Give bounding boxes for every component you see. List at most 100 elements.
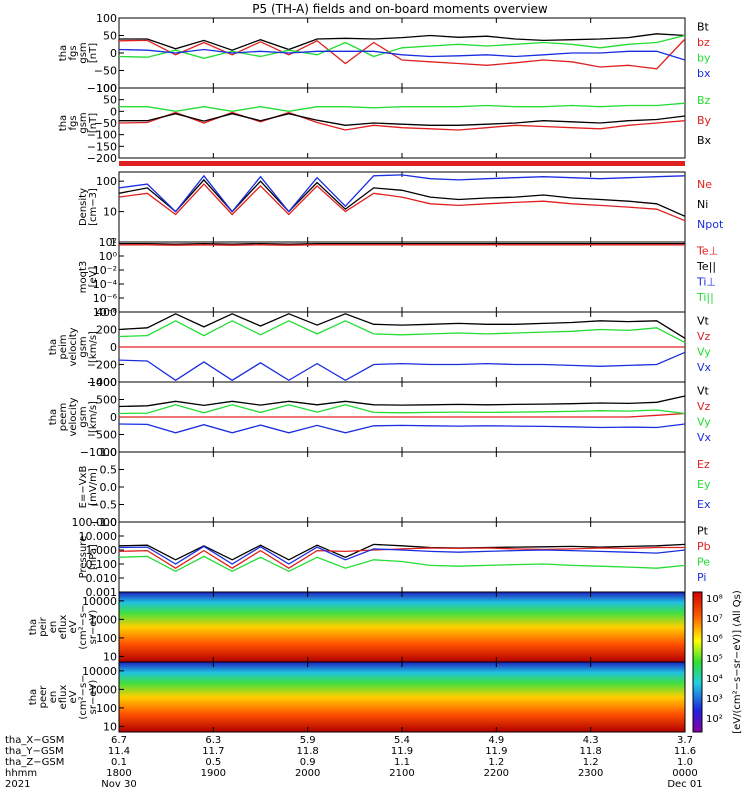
x-axis-tick-value: 5.9 — [300, 735, 316, 746]
fgs-gsm-legend-Bt: Bt — [697, 20, 710, 33]
x-axis-row-label: tha_Z−GSM — [5, 757, 64, 768]
temperature-series-Te|| — [119, 244, 685, 245]
fgs-gse-legend-By: By — [697, 114, 712, 127]
x-axis-tick-value: 2200 — [484, 768, 509, 779]
colorbar-tick-label: 10⁷ — [706, 614, 723, 625]
x-axis-tick-value: 11.8 — [580, 746, 602, 757]
temperature-legend-Ti||: Ti|| — [696, 291, 714, 304]
x-axis-tick-value: 11.8 — [297, 746, 319, 757]
peem-velocity-ytick-label: 500 — [96, 394, 117, 407]
x-axis-tick-value: 0.9 — [300, 757, 316, 768]
x-axis-tick-value: 5.4 — [394, 735, 410, 746]
peer-ytick-label: 10000 — [82, 665, 117, 678]
colorbar-tick-label: 10⁴ — [706, 674, 723, 685]
pressure-legend-Pi: Pi — [697, 571, 706, 584]
pressure-ytick-label: 100.000 — [72, 516, 118, 529]
peem-velocity-series-Vy — [119, 405, 685, 414]
peer-ytick-label: 100 — [96, 702, 117, 715]
peer-ytick-label: 1000 — [89, 683, 117, 696]
fgs-gsm-legend-by: by — [697, 52, 711, 65]
fgs-gse-ytick-label: −200 — [87, 152, 117, 165]
x-axis-row-label: 2021 — [5, 779, 30, 790]
pressure-ytick-label: 1.000 — [86, 544, 118, 557]
fgs-gsm-legend-bz: bz — [697, 36, 710, 49]
temperature-ytick-label: 10⁰ — [99, 250, 118, 263]
x-axis-tick-value: 1.0 — [677, 757, 693, 768]
x-axis-tick-value: 1.1 — [394, 757, 410, 768]
efield-legend-Ex: Ex — [697, 498, 711, 511]
peir-ytick-label: 100 — [96, 632, 117, 645]
peim-velocity-ytick-label: −200 — [87, 359, 117, 372]
peem-velocity-series-Vx — [119, 424, 685, 433]
efield-legend-Ey: Ey — [697, 478, 711, 491]
x-axis-tick-value: 11.9 — [485, 746, 507, 757]
temperature-legend-Ti⊥: Ti⊥ — [696, 276, 716, 289]
temperature-ytick-label: 10⁻² — [93, 264, 117, 277]
efield-ytick-label: 0.0 — [100, 481, 118, 494]
pressure-legend-Pb: Pb — [697, 540, 711, 553]
x-axis-tick-value: 0.5 — [205, 757, 221, 768]
x-axis-tick-value: 1.2 — [583, 757, 599, 768]
density-ytick-label: 100 — [96, 175, 117, 188]
x-axis-tick-value: 0.1 — [111, 757, 127, 768]
colorbar-tick-label: 10³ — [706, 694, 723, 705]
peem-velocity-series-Vz — [119, 414, 685, 418]
density-ylabel-line: [cm−3] — [88, 188, 99, 226]
peer-spectrogram-fill — [119, 662, 685, 732]
peem-velocity-legend-Vx: Vx — [697, 431, 712, 444]
peem-velocity-ytick-label: −500 — [87, 429, 117, 442]
pressure-ytick-label: 0.100 — [86, 558, 118, 571]
x-axis-tick-value: 2300 — [578, 768, 603, 779]
efield-frame — [119, 452, 685, 522]
peer-ytick-label: 10 — [103, 720, 117, 733]
pressure-ytick-label: 10.000 — [79, 530, 118, 543]
x-axis-tick-value: 6.3 — [205, 735, 221, 746]
peem-velocity-ytick-label: 1000 — [89, 376, 117, 389]
temperature-ytick-label: 10⁻⁶ — [93, 292, 118, 305]
pressure-legend-Pe: Pe — [697, 556, 710, 569]
fgs-gse-legend-Bz: Bz — [697, 94, 711, 107]
density-frame — [119, 172, 685, 242]
efield-ytick-label: −0.5 — [90, 499, 117, 512]
quality-flag-bar — [119, 161, 685, 166]
x-axis-row-label: hhmm — [5, 768, 37, 779]
x-axis-tick-value: 1.2 — [488, 757, 504, 768]
density-series-Ne — [119, 184, 685, 221]
peem-velocity-series-Vt — [119, 396, 685, 407]
density-legend-Ne: Ne — [697, 178, 712, 191]
temperature-legend-Te⊥: Te⊥ — [696, 244, 718, 257]
x-axis-tick-value: 2000 — [295, 768, 320, 779]
x-axis-tick-value: 3.7 — [677, 735, 693, 746]
fgs-gsm-ytick-label: 50 — [103, 30, 117, 43]
x-axis-tick-value: 2100 — [389, 768, 414, 779]
efield-legend-Ez: Ez — [697, 458, 710, 471]
efield-ytick-label: 1.0 — [100, 446, 118, 459]
temperature-legend-Te||: Te|| — [696, 260, 716, 273]
colorbar — [693, 592, 702, 732]
x-axis-tick-value: 11.4 — [108, 746, 130, 757]
peem-velocity-ytick-label: 0 — [110, 411, 117, 424]
colorbar-tick-label: 10⁶ — [706, 634, 723, 645]
fgs-gsm-legend-bx: bx — [697, 67, 711, 80]
x-axis-tick-value: 0000 — [672, 768, 697, 779]
x-axis-tick-value: 1800 — [106, 768, 131, 779]
colorbar-tick-label: 10² — [706, 714, 723, 725]
peir-ytick-label: 1000 — [89, 613, 117, 626]
fgs-gsm-series-bz — [119, 39, 685, 69]
peim-velocity-ytick-label: 200 — [96, 324, 117, 337]
x-axis-tick-value: 1900 — [201, 768, 226, 779]
peim-velocity-series-Vx — [119, 352, 685, 380]
density-series-Ni — [119, 180, 685, 216]
peim-velocity-series-Vy — [119, 321, 685, 343]
colorbar-tick-label: 10⁸ — [706, 594, 723, 605]
x-axis-row-label: tha_Y−GSM — [5, 746, 64, 757]
x-axis-tick-value: 11.7 — [202, 746, 224, 757]
colorbar-tick-label: 10⁵ — [706, 654, 723, 665]
peim-velocity-ytick-label: 400 — [96, 306, 117, 319]
fgs-gse-legend-Bx: Bx — [697, 134, 712, 147]
x-axis-row-label: tha_X−GSM — [5, 735, 64, 746]
density-legend-Ni: Ni — [697, 198, 708, 211]
chart-title: P5 (TH-A) fields and on-board moments ov… — [252, 2, 548, 16]
